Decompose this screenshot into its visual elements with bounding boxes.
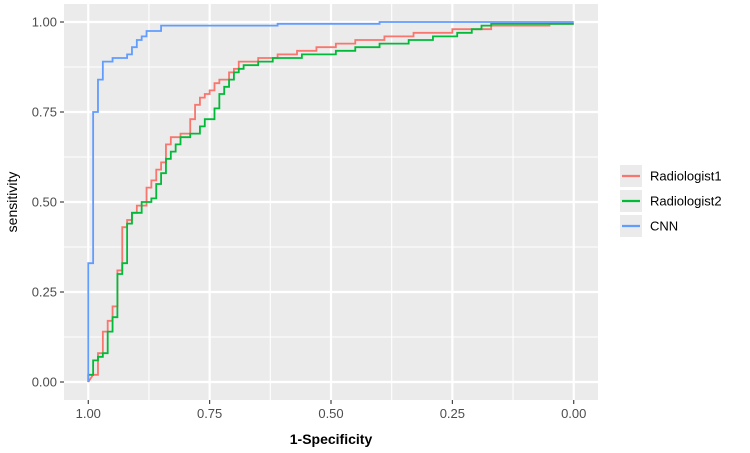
- series-line-radiologist2: [87, 22, 574, 382]
- y-axis-title: sensitivity: [4, 172, 20, 233]
- series-line-radiologist1: [87, 22, 574, 383]
- x-axis-ticks: 1.00 0.75 0.50 0.25 0.00: [76, 400, 586, 421]
- x-tick-label: 0.75: [197, 406, 222, 421]
- series-line-cnn: [87, 21, 574, 382]
- x-tick-label: 0.50: [318, 406, 343, 421]
- x-tick-label: 1.00: [76, 406, 101, 421]
- y-tick-label: 0.00: [32, 375, 57, 390]
- series-lines: [87, 21, 574, 383]
- y-axis-ticks: 0.00 0.25 0.50 0.75 1.00: [32, 15, 64, 390]
- y-tick-label: 0.75: [32, 105, 57, 120]
- legend: Radiologist1 Radiologist2 CNN: [620, 165, 722, 237]
- x-tick-label: 0.25: [440, 406, 465, 421]
- x-axis-title: 1-Specificity: [290, 431, 373, 447]
- x-tick-label: 0.00: [561, 406, 586, 421]
- legend-label: Radiologist1: [650, 169, 722, 184]
- y-tick-label: 0.25: [32, 285, 57, 300]
- y-tick-label: 0.50: [32, 195, 57, 210]
- y-tick-label: 1.00: [32, 15, 57, 30]
- legend-label: Radiologist2: [650, 194, 722, 209]
- legend-label: CNN: [650, 219, 678, 234]
- major-gridlines: [64, 4, 598, 400]
